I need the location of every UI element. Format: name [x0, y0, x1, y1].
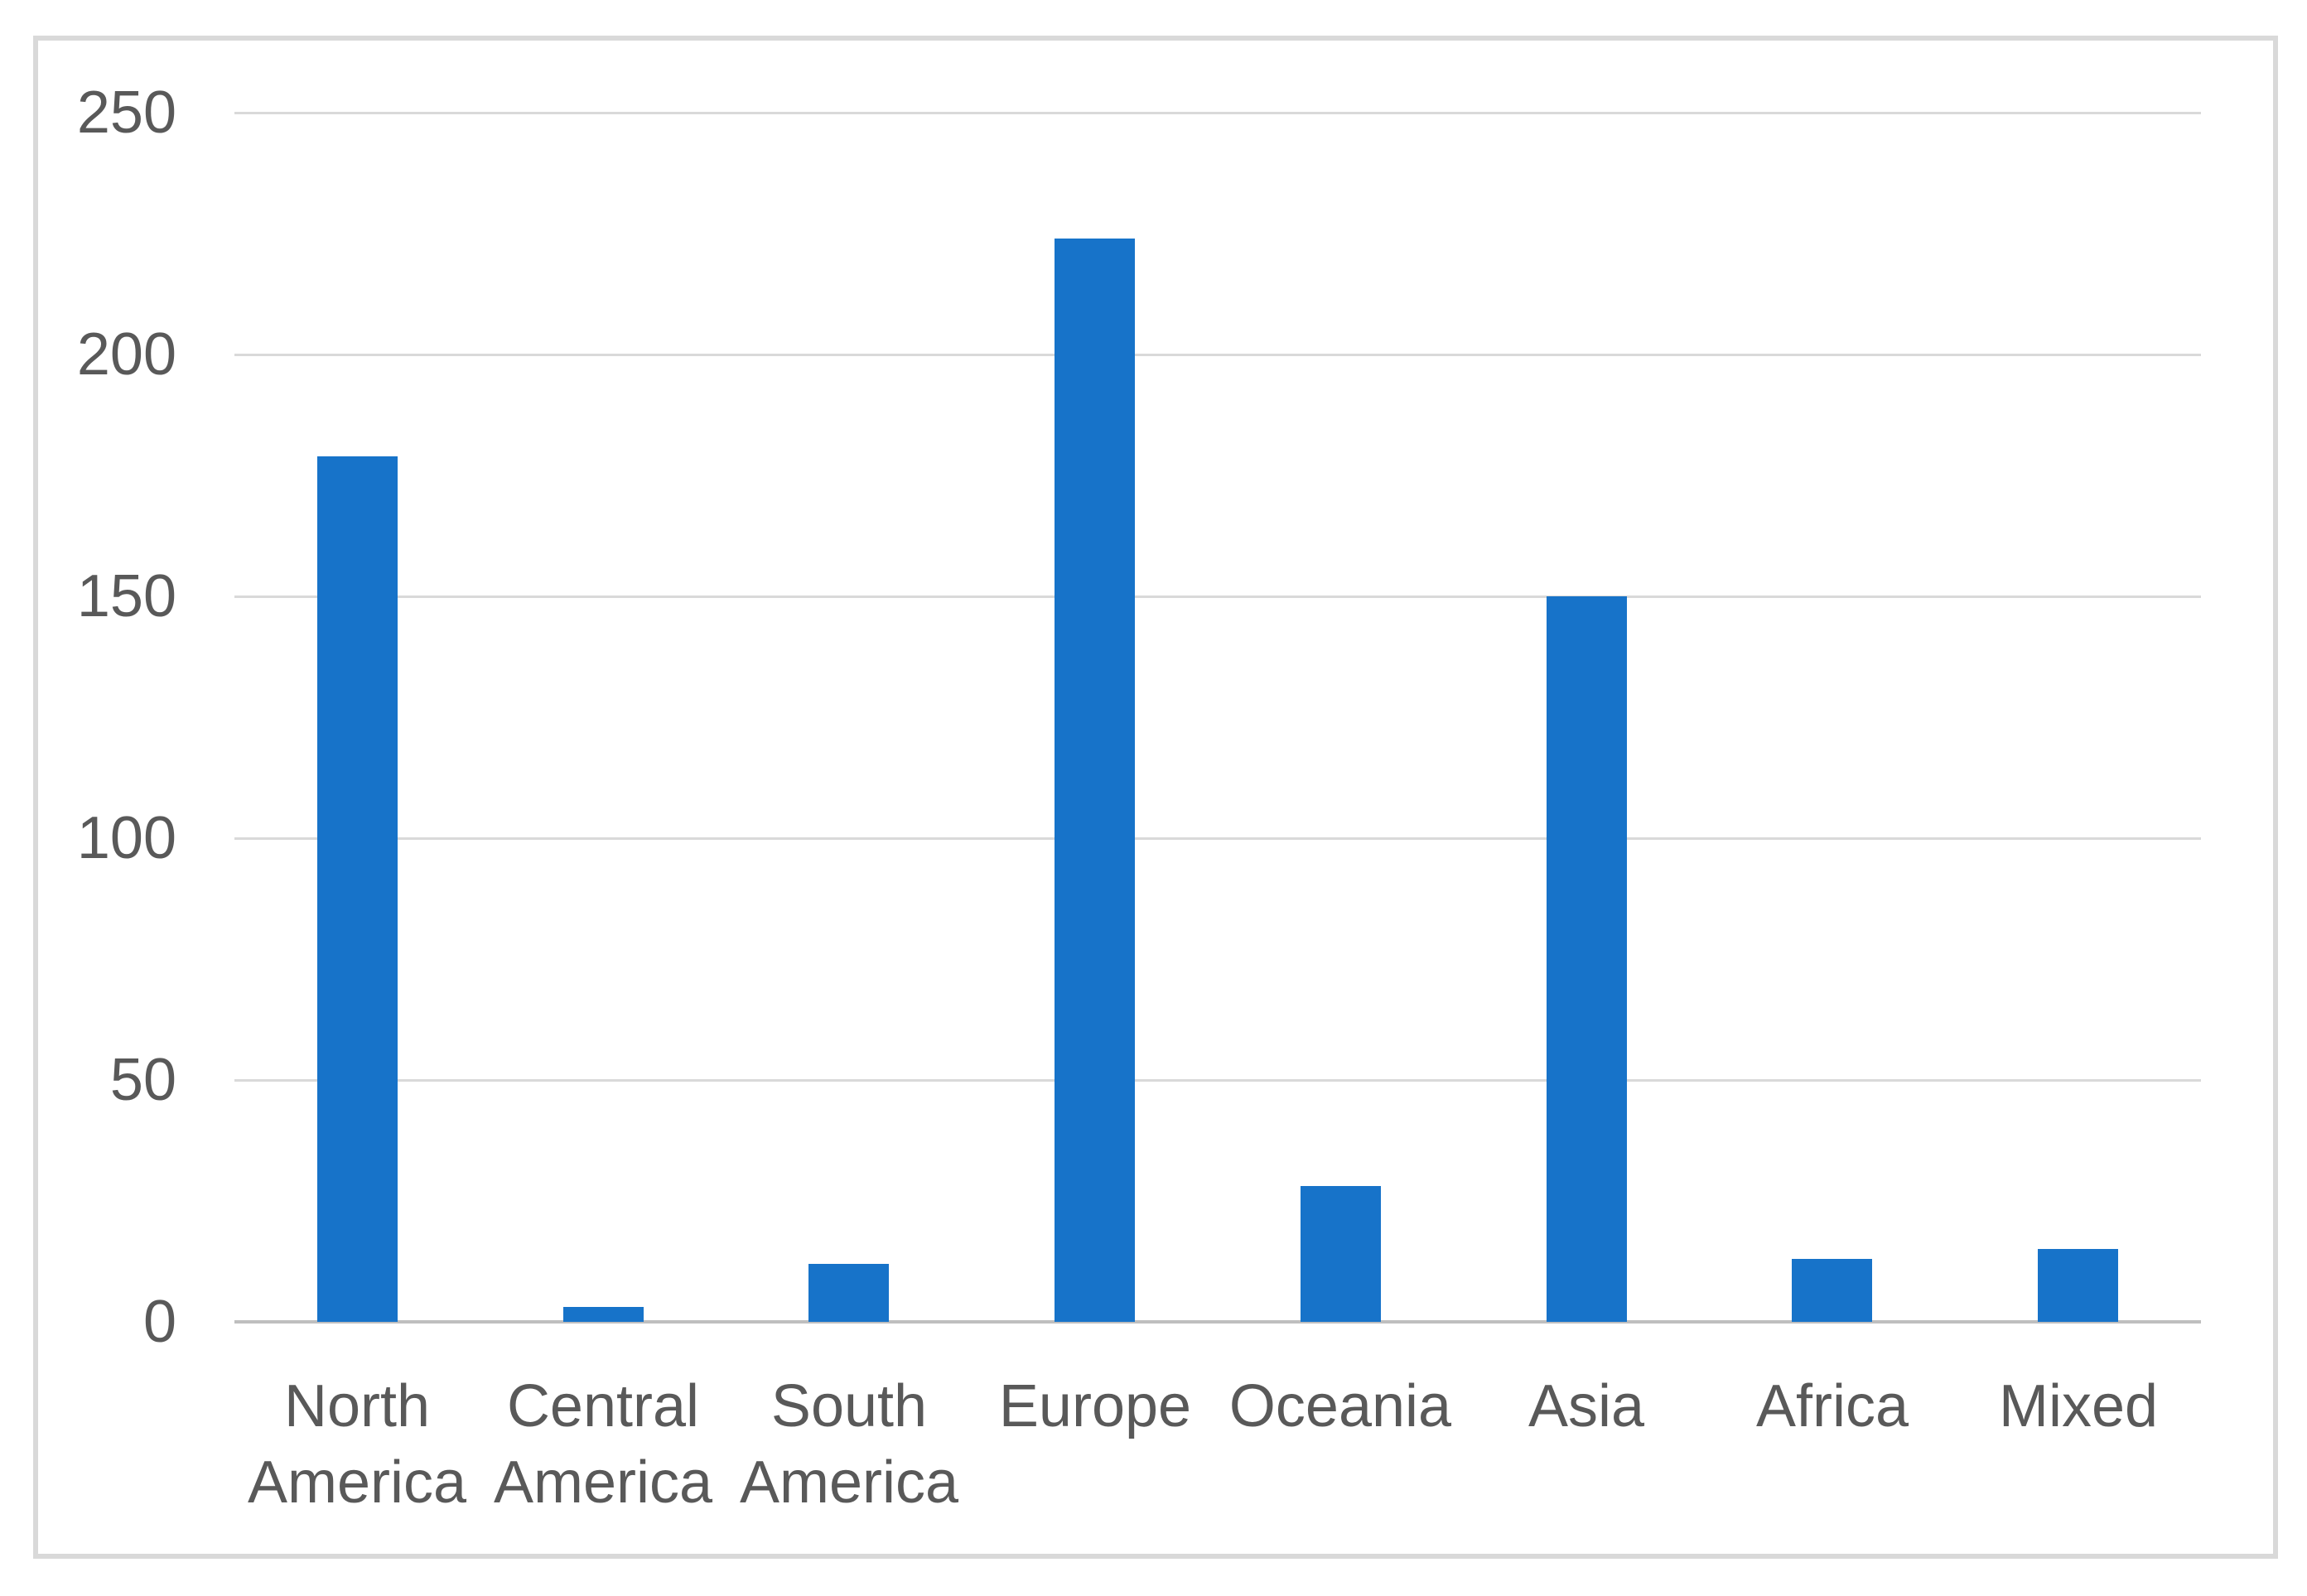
chart-border: [33, 36, 2278, 1559]
y-tick-label-0: 0: [142, 1289, 176, 1355]
bar-mixed: [2038, 1249, 2118, 1322]
x-category-label-north-america: North America: [247, 1373, 467, 1516]
x-category-label-africa: Africa: [1755, 1373, 1909, 1439]
bar-asia: [1547, 596, 1627, 1322]
bar-north-america: [317, 456, 398, 1322]
bar-africa: [1792, 1259, 1872, 1322]
bar-europe: [1055, 239, 1135, 1322]
x-axis-baseline: [234, 1320, 2201, 1324]
y-tick-label-200: 200: [76, 321, 176, 388]
y-tick-label-100: 100: [76, 805, 176, 871]
gridline-150: [234, 595, 2201, 598]
bar-south-america: [808, 1264, 889, 1322]
y-tick-label-250: 250: [76, 80, 176, 146]
x-category-label-south-america: South America: [739, 1373, 959, 1516]
gridline-250: [234, 112, 2201, 114]
bar-oceania: [1301, 1186, 1381, 1322]
bar-central-america: [563, 1307, 644, 1322]
gridline-50: [234, 1079, 2201, 1082]
x-category-label-central-america: Central America: [493, 1373, 713, 1516]
x-category-label-asia: Asia: [1528, 1373, 1645, 1439]
gridline-100: [234, 837, 2201, 840]
y-tick-label-50: 50: [109, 1047, 176, 1113]
x-category-label-mixed: Mixed: [1998, 1373, 2159, 1439]
gridline-200: [234, 354, 2201, 356]
x-category-label-europe: Europe: [998, 1373, 1192, 1439]
x-category-label-oceania: Oceania: [1228, 1373, 1452, 1439]
y-tick-label-150: 150: [76, 563, 176, 629]
